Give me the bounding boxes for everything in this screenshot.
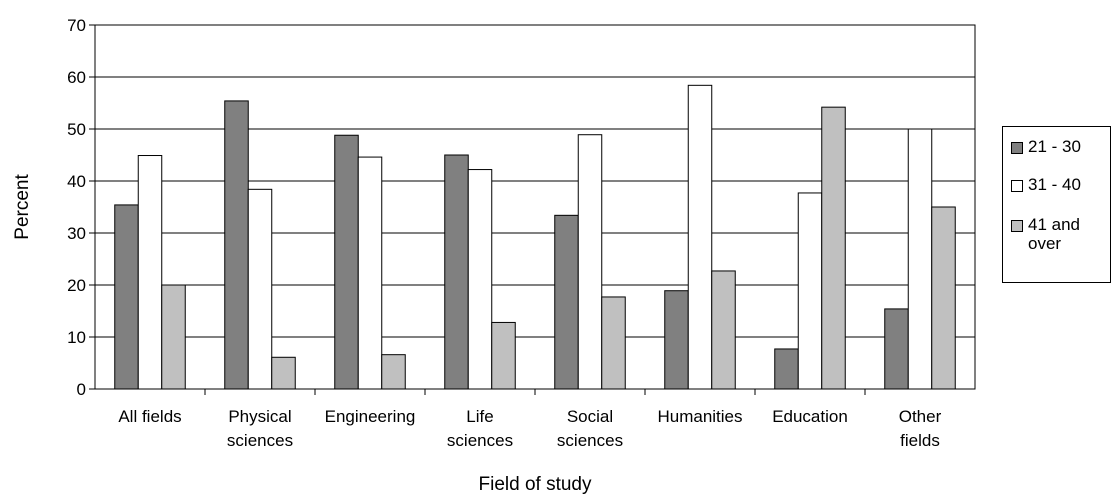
bar [334, 134, 359, 390]
x-tick-label: Other [899, 407, 942, 426]
bar [271, 356, 296, 390]
bar [137, 155, 163, 390]
bar [357, 156, 383, 390]
bar [797, 192, 823, 390]
bar [884, 308, 909, 390]
bar [444, 154, 469, 390]
x-tick-label: Engineering [325, 407, 416, 426]
x-axis-title: Field of study [479, 474, 592, 495]
bar [601, 296, 626, 390]
bar [664, 290, 689, 390]
bar [931, 206, 956, 390]
y-tick-label: 70 [67, 16, 86, 35]
legend-swatch [1011, 180, 1023, 192]
legend-label: 41 and over [1028, 215, 1080, 253]
bar [467, 169, 493, 390]
y-tick-label: 40 [67, 172, 86, 191]
bars [114, 84, 956, 390]
x-tick-label: Humanities [657, 407, 742, 426]
bar [687, 84, 713, 390]
y-tick-label: 60 [67, 68, 86, 87]
x-tick-label: Education [772, 407, 848, 426]
legend-label: 31 - 40 [1028, 175, 1081, 194]
bar [711, 270, 736, 390]
y-tick-label: 50 [67, 120, 86, 139]
bar [577, 134, 603, 390]
legend-swatch [1011, 142, 1023, 154]
legend-item-41-and-over: 41 and over [1011, 215, 1106, 253]
legend: 21 - 30 31 - 40 41 and over [1002, 126, 1111, 283]
bar [161, 284, 186, 390]
y-tick-label: 30 [67, 224, 86, 243]
legend-item-31-40: 31 - 40 [1011, 175, 1106, 194]
y-tick-label: 10 [67, 328, 86, 347]
bar [381, 354, 406, 390]
x-tick-label: Life [466, 407, 493, 426]
x-axis: All fields Physical sciences Engineering Lif… [118, 389, 942, 450]
legend-item-21-30: 21 - 30 [1011, 137, 1106, 156]
legend-swatch [1011, 220, 1023, 232]
x-tick-label: Physical [228, 407, 291, 426]
y-axis-title: Percent [12, 174, 33, 240]
x-tick-label: sciences [447, 431, 513, 450]
bar [554, 214, 579, 390]
bar [224, 100, 249, 390]
legend-label: 21 - 30 [1028, 137, 1081, 156]
y-tick-label: 0 [77, 380, 86, 399]
bar [774, 348, 799, 390]
x-tick-label: Social [567, 407, 613, 426]
x-tick-label: sciences [227, 431, 293, 450]
bar [821, 106, 846, 390]
x-tick-label: fields [900, 431, 940, 450]
bar [247, 188, 273, 390]
bar [114, 204, 139, 390]
x-tick-label: All fields [118, 407, 181, 426]
bar [907, 128, 933, 390]
y-axis: 0 10 20 30 40 50 60 70 [67, 16, 95, 399]
y-tick-label: 20 [67, 276, 86, 295]
x-tick-label: sciences [557, 431, 623, 450]
bar [491, 321, 516, 390]
